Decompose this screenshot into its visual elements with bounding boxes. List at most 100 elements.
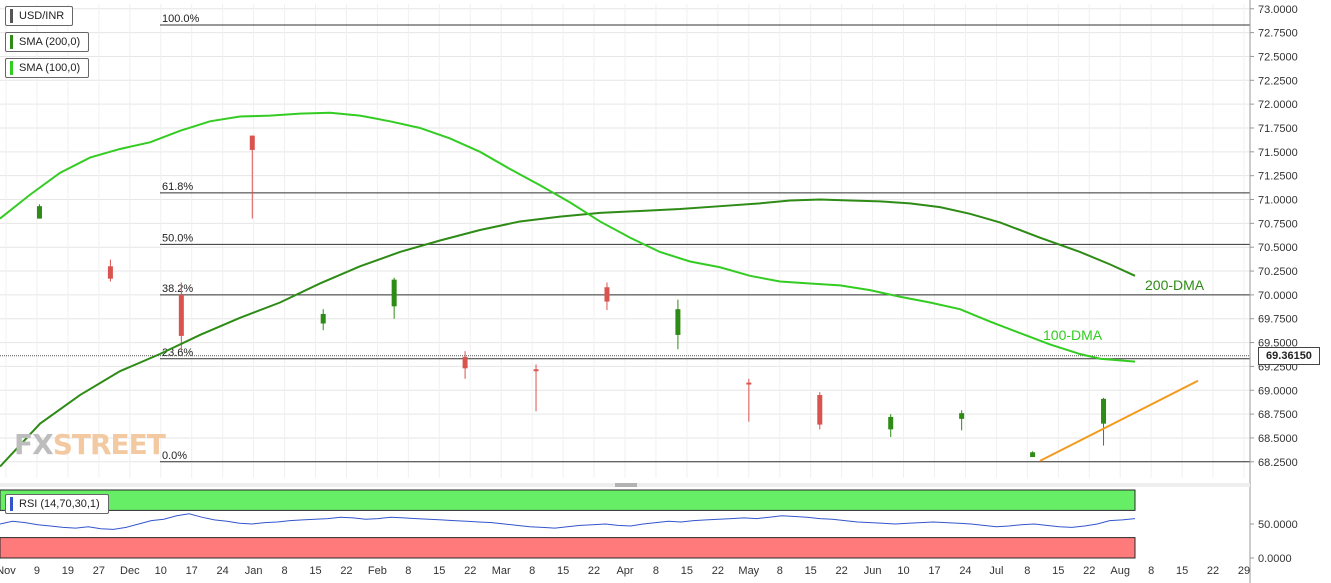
time-axis: Nov 9 19 27 Dec 10 17 24 Jan 8 15 22 Feb 8 15 22 Mar 8 15 2…	[0, 565, 1250, 577]
rsi-line	[0, 513, 1136, 530]
legend-swatch-icon	[10, 497, 13, 511]
price-tick-label: 72.5000	[1258, 51, 1298, 63]
fib-label: 38.2%	[162, 283, 193, 295]
candle-body	[1030, 452, 1036, 458]
time-tick-label: 15	[433, 565, 445, 577]
time-tick-label: Jul	[989, 565, 1003, 577]
time-tick-label: 15	[681, 565, 693, 577]
rsi-panel: 50.0000 0.0000	[0, 483, 1298, 565]
fib-label: 100.0%	[162, 13, 200, 25]
candle-body	[746, 382, 752, 385]
sma-200-label: SMA (200,0)	[19, 36, 81, 48]
candle-body	[107, 266, 113, 279]
legend-swatch-icon	[10, 9, 13, 23]
time-tick-label: 15	[309, 565, 321, 577]
price-tick-label: 70.0000	[1258, 290, 1298, 302]
fibonacci-levels: 100.0% 61.8% 50.0% 38.2% 23.6% 0.0%	[0, 13, 1250, 463]
time-tick-label: 22	[836, 565, 848, 577]
time-tick-label: 15	[1052, 565, 1064, 577]
time-tick-label: 10	[155, 565, 167, 577]
candle-body	[178, 294, 184, 336]
time-tick-label: Feb	[368, 565, 387, 577]
time-tick-label: Aug	[1110, 565, 1130, 577]
price-tick-label: 68.2500	[1258, 457, 1298, 469]
candle-body	[462, 356, 468, 369]
time-tick-label: 24	[217, 565, 229, 577]
time-tick-label: Apr	[616, 565, 633, 577]
sma-200-line	[0, 198, 1136, 468]
rsi-label: RSI (14,70,30,1)	[19, 498, 100, 510]
price-tick-label: 70.2500	[1258, 266, 1298, 278]
time-tick-label: 17	[186, 565, 198, 577]
legend-swatch-icon	[10, 35, 13, 49]
price-tick-label: 69.0000	[1258, 385, 1298, 397]
price-tick-label: 68.5000	[1258, 433, 1298, 445]
current-price-label: 69.36150	[1258, 346, 1320, 365]
time-tick-label: May	[738, 565, 759, 577]
candle-body	[675, 309, 681, 335]
candle-body	[959, 413, 965, 419]
time-tick-label: 19	[62, 565, 74, 577]
price-tick-label: 71.5000	[1258, 147, 1298, 159]
time-tick-label: 17	[928, 565, 940, 577]
time-tick-label: 8	[653, 565, 659, 577]
moving-averages	[0, 111, 1199, 468]
time-tick-label: 8	[1148, 565, 1154, 577]
price-tick-label: 69.7500	[1258, 314, 1298, 326]
price-tick-label: 71.2500	[1258, 171, 1298, 183]
time-tick-label: Nov	[0, 565, 16, 577]
candle-body	[888, 416, 894, 430]
fib-label: 50.0%	[162, 232, 193, 244]
price-axis: 73.0000 72.7500 72.5000 72.2500 72.0000 71.75…	[1249, 0, 1331, 583]
time-tick-label: 8	[405, 565, 411, 577]
price-tick-label: 72.7500	[1258, 28, 1298, 40]
candle-body	[36, 206, 42, 219]
support-trendline	[1039, 379, 1199, 462]
time-tick-label: 22	[340, 565, 352, 577]
sma-100-line	[0, 111, 1136, 363]
price-tick-label: 71.0000	[1258, 195, 1298, 207]
legend-sma-200[interactable]: SMA (200,0)	[5, 32, 90, 52]
fib-label: 23.6%	[162, 347, 193, 359]
price-tick-label: 68.7500	[1258, 409, 1298, 421]
time-tick-label: Jan	[245, 565, 263, 577]
time-tick-label: 15	[805, 565, 817, 577]
candle-body	[249, 135, 255, 150]
time-tick-label: 8	[281, 565, 287, 577]
price-tick-label: 70.5000	[1258, 242, 1298, 254]
annotations: 100-DMA 200-DMA	[1043, 277, 1205, 343]
legend-rsi[interactable]: RSI (14,70,30,1)	[5, 494, 109, 514]
price-tick-label: 71.7500	[1258, 123, 1298, 135]
rsi-overbought-zone	[0, 489, 1136, 511]
time-tick-label: 27	[93, 565, 105, 577]
candle-body	[320, 313, 326, 324]
dma100-annotation: 100-DMA	[1043, 327, 1103, 343]
price-tick-label: 69.5000	[1258, 338, 1298, 350]
time-tick-label: 10	[897, 565, 909, 577]
legend-sma-100[interactable]: SMA (100,0)	[5, 58, 90, 78]
time-tick-label: 29	[1238, 565, 1250, 577]
dma200-annotation: 200-DMA	[1145, 277, 1205, 293]
price-tick-label: 73.0000	[1258, 4, 1298, 16]
time-tick-label: 22	[1207, 565, 1219, 577]
rsi-oversold-zone	[0, 537, 1136, 559]
candle-body	[604, 287, 610, 302]
time-tick-label: Mar	[492, 565, 511, 577]
time-tick-label: Dec	[120, 565, 140, 577]
rsi-tick-label: 0.0000	[1258, 553, 1292, 565]
time-tick-label: 15	[557, 565, 569, 577]
candle-body	[533, 369, 539, 372]
price-tick-label: 72.0000	[1258, 99, 1298, 111]
time-tick-label: 22	[1083, 565, 1095, 577]
time-tick-label: 9	[34, 565, 40, 577]
fib-label: 61.8%	[162, 181, 193, 193]
axis-background	[1250, 0, 1331, 583]
symbol-label: USD/INR	[19, 10, 65, 22]
candle-body	[817, 395, 823, 425]
fib-label: 0.0%	[162, 450, 187, 462]
rsi-tick-label: 50.0000	[1258, 519, 1298, 531]
candle-body	[1101, 398, 1107, 424]
legend-symbol[interactable]: USD/INR	[5, 6, 74, 26]
time-tick-label: 8	[529, 565, 535, 577]
